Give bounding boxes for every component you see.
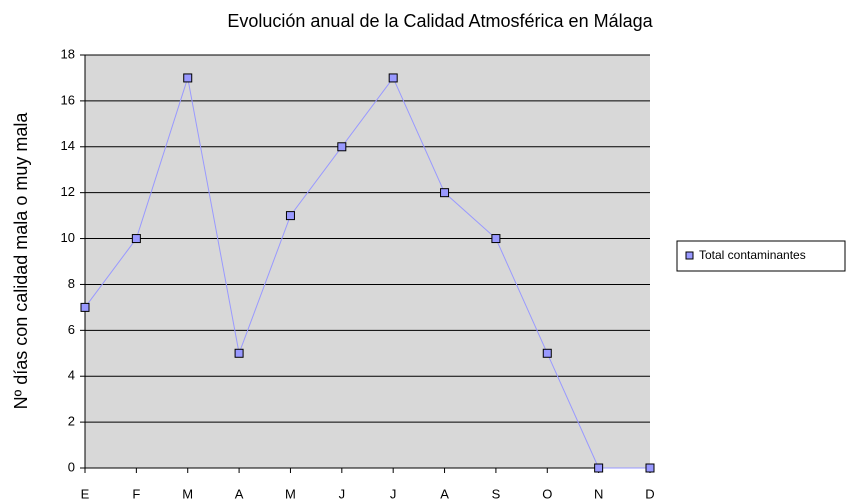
series-line [84,76,650,469]
y-tick-label: 2 [68,414,75,429]
x-tick-label: M [285,486,296,501]
x-tick-label: N [594,486,603,501]
point-marker [645,463,655,473]
plot-area [85,55,650,468]
legend-swatch [685,251,694,260]
point-marker [80,302,90,312]
point-marker [131,234,141,244]
y-axis-label: Nº días con calidad mala o muy mala [11,112,31,410]
x-tick-label: A [440,486,449,501]
point-marker [183,73,193,83]
y-tick-label: 18 [61,46,75,61]
x-tick-label: A [235,486,244,501]
point-marker [337,142,347,152]
point-marker [388,73,398,83]
x-tick-label: M [182,486,193,501]
point-marker [440,188,450,198]
x-tick-label: S [492,486,501,501]
point-marker [542,348,552,358]
point-marker [491,234,501,244]
x-tick-label: J [390,486,397,501]
legend-label: Total contaminantes [699,248,806,262]
y-tick-label: 12 [61,184,75,199]
x-tick-label: E [81,486,90,501]
y-tick-label: 10 [61,230,75,245]
x-tick-label: O [542,486,552,501]
y-tick-label: 4 [68,368,75,383]
chart-title: Evolución anual de la Calidad Atmosféric… [227,11,653,31]
x-tick-label: J [339,486,346,501]
point-marker [234,348,244,358]
x-tick-label: D [645,486,654,501]
point-marker [594,463,604,473]
legend-box [676,240,846,272]
y-tick-label: 8 [68,276,75,291]
y-tick-label: 14 [61,138,75,153]
point-marker [285,211,295,221]
y-tick-label: 16 [61,92,75,107]
y-tick-label: 0 [68,459,75,474]
y-tick-label: 6 [68,322,75,337]
x-tick-label: F [132,486,140,501]
